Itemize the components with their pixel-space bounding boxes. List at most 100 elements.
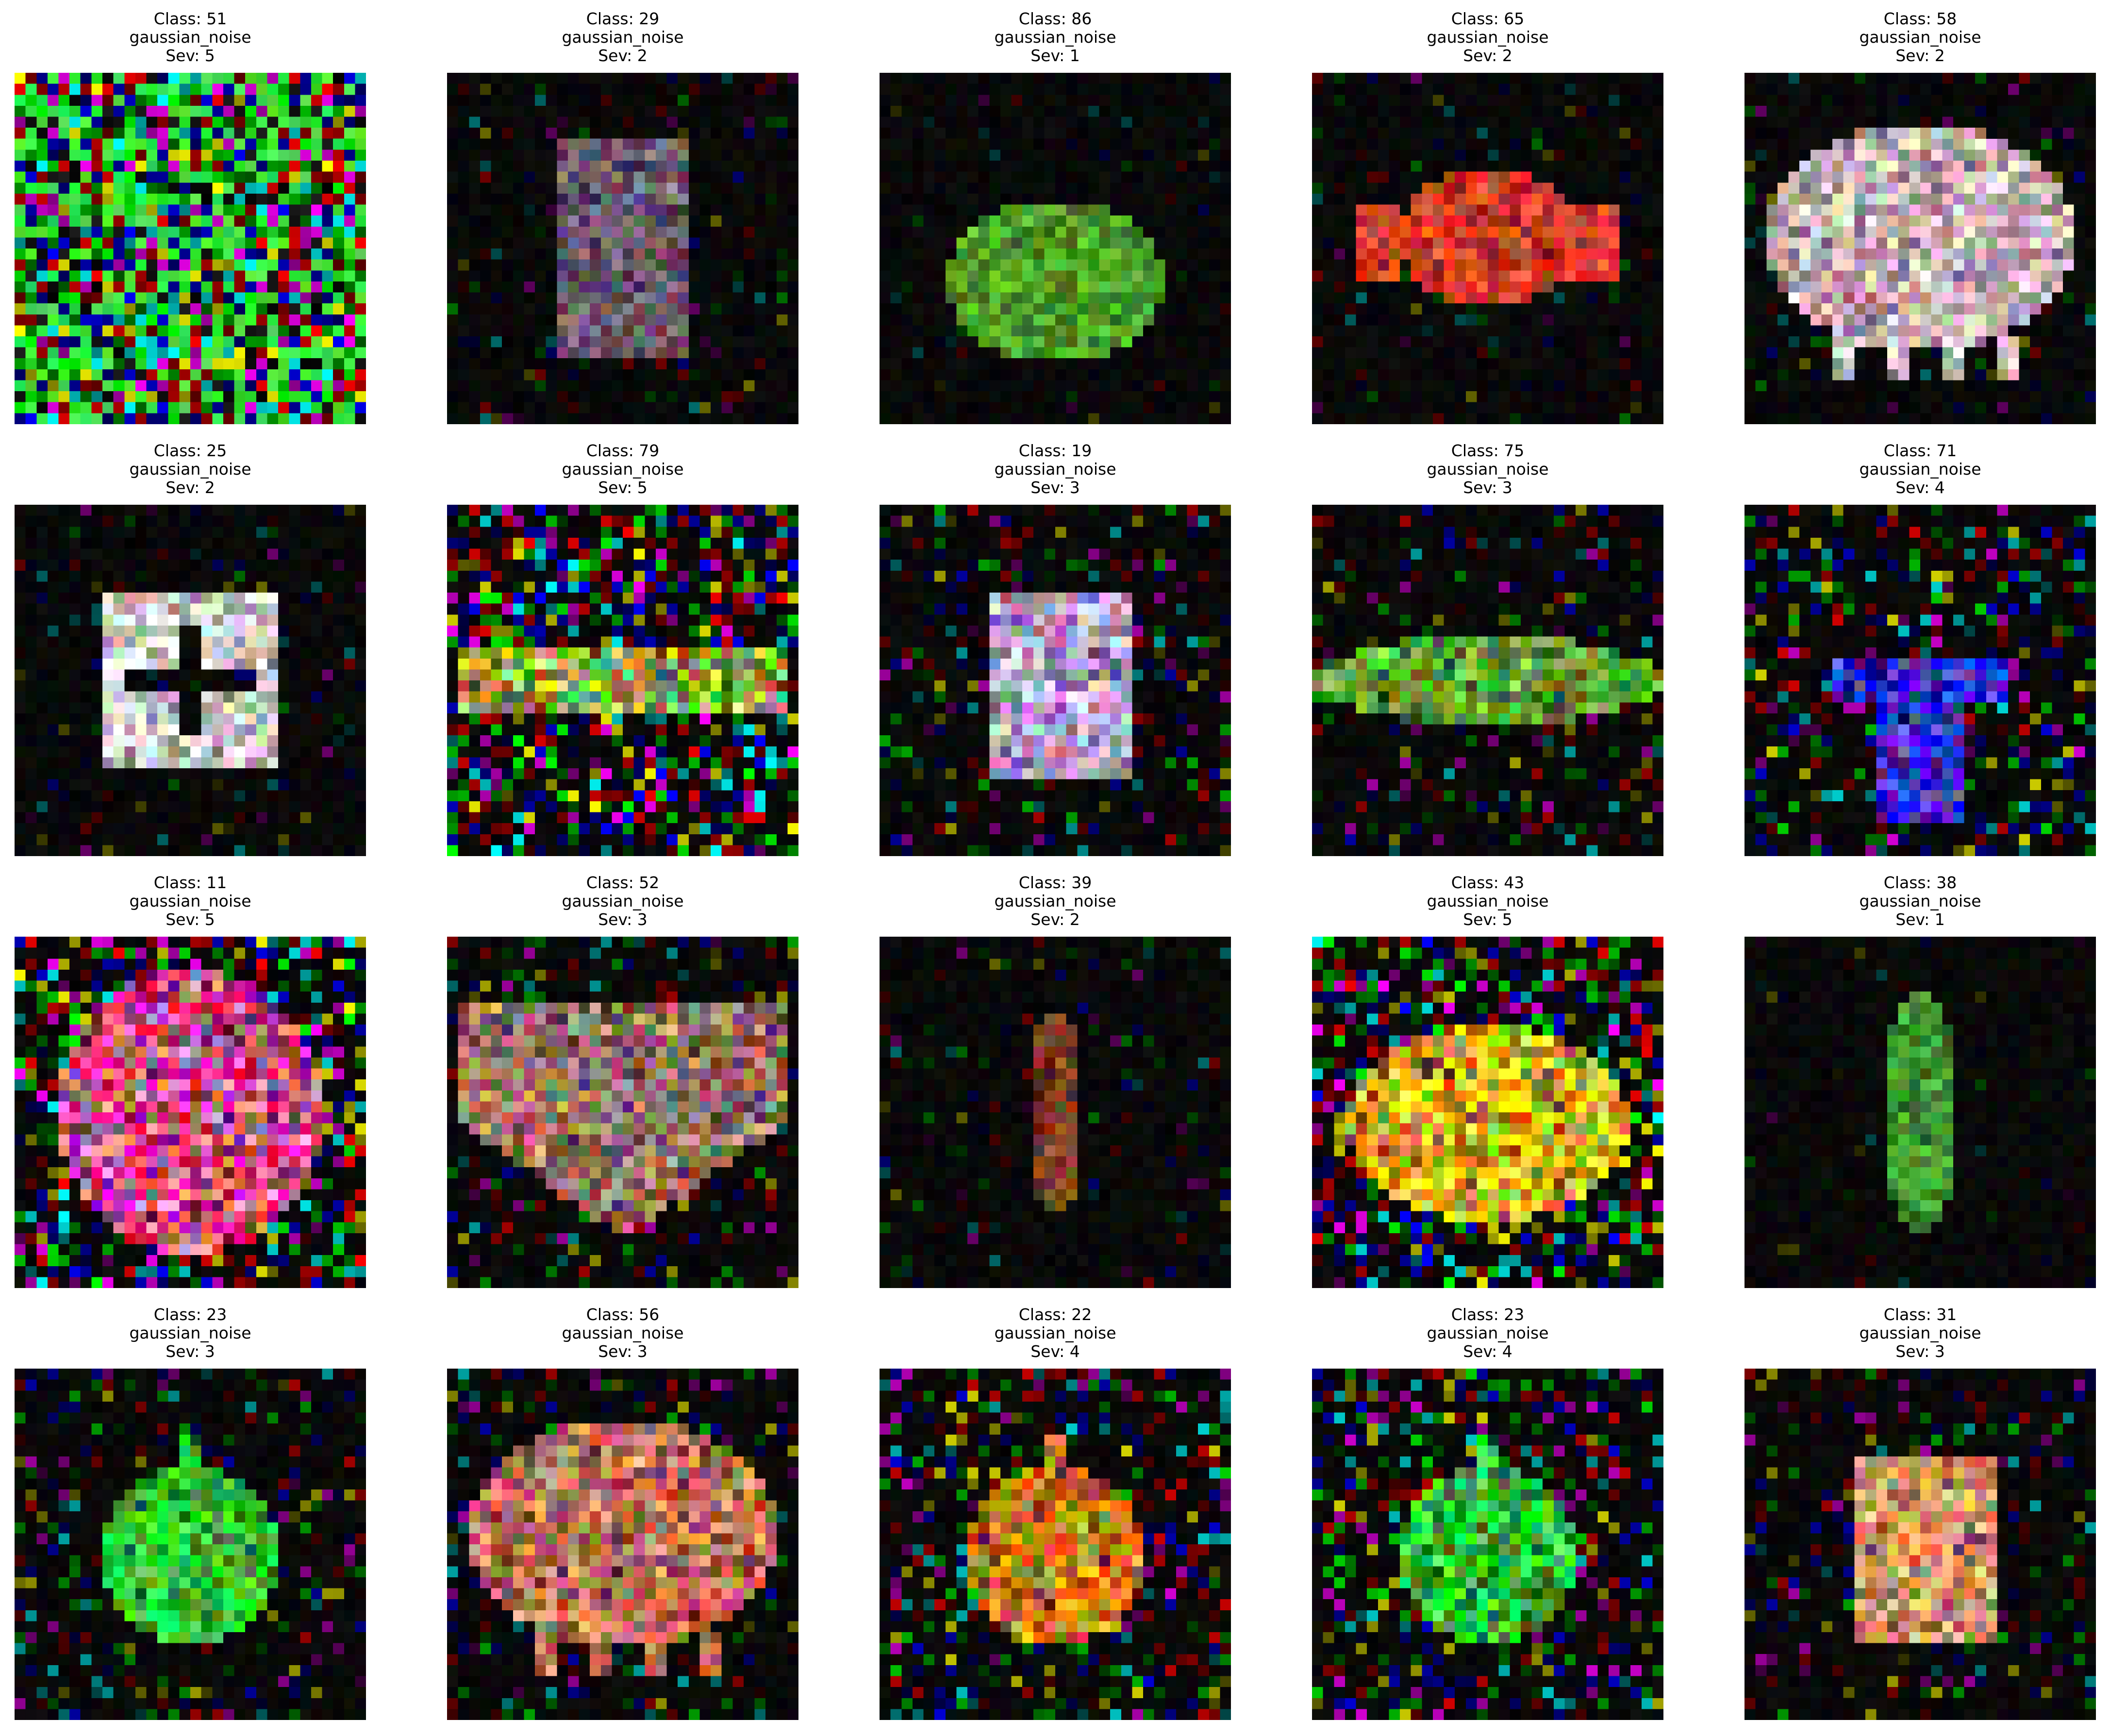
panel-caption: Class: 25 gaussian_noise Sev: 2 [15,442,366,497]
severity-label: Sev: 4 [1030,1342,1080,1361]
noisy-image-tile [1744,73,2096,424]
panel-caption: Class: 11 gaussian_noise Sev: 5 [15,874,366,929]
class-label: Class: 29 [586,9,660,28]
noisy-image-tile [15,1369,366,1720]
noisy-image-tile [15,505,366,856]
severity-label: Sev: 3 [1895,1342,1945,1361]
severity-label: Sev: 3 [1030,478,1080,497]
noisy-image-tile [447,505,798,856]
panel-caption: Class: 79 gaussian_noise Sev: 5 [447,442,798,497]
noisy-image-tile [1744,1369,2096,1720]
noisy-image-tile [1312,1369,1663,1720]
corruption-label: gaussian_noise [129,1323,251,1342]
class-label: Class: 25 [153,441,227,460]
corruption-label: gaussian_noise [994,28,1116,47]
noisy-image-tile [15,73,366,424]
noisy-image-tile [880,505,1231,856]
class-label: Class: 31 [1883,1305,1957,1324]
panel-caption: Class: 39 gaussian_noise Sev: 2 [880,874,1231,929]
panel-caption: Class: 56 gaussian_noise Sev: 3 [447,1306,798,1361]
corruption-label: gaussian_noise [562,28,684,47]
panel-caption: Class: 58 gaussian_noise Sev: 2 [1744,10,2096,65]
panel-caption: Class: 51 gaussian_noise Sev: 5 [15,10,366,65]
severity-label: Sev: 1 [1895,910,1945,929]
severity-label: Sev: 5 [1463,910,1512,929]
corruption-label: gaussian_noise [1859,892,1981,910]
corruption-label: gaussian_noise [129,460,251,479]
class-label: Class: 39 [1018,873,1092,892]
class-label: Class: 38 [1883,873,1957,892]
class-label: Class: 56 [586,1305,660,1324]
corruption-label: gaussian_noise [1427,460,1549,479]
class-label: Class: 58 [1883,9,1957,28]
class-label: Class: 11 [153,873,227,892]
severity-label: Sev: 2 [1030,910,1080,929]
panel-caption: Class: 31 gaussian_noise Sev: 3 [1744,1306,2096,1361]
noisy-image-tile [880,937,1231,1288]
severity-label: Sev: 5 [166,46,215,65]
corruption-label: gaussian_noise [994,1323,1116,1342]
severity-label: Sev: 5 [598,478,648,497]
severity-label: Sev: 3 [598,1342,648,1361]
panel-caption: Class: 19 gaussian_noise Sev: 3 [880,442,1231,497]
noisy-image-tile [1744,505,2096,856]
noisy-image-tile [447,937,798,1288]
severity-label: Sev: 2 [1463,46,1512,65]
corruption-label: gaussian_noise [562,1323,684,1342]
severity-label: Sev: 2 [1895,46,1945,65]
class-label: Class: 71 [1883,441,1957,460]
severity-label: Sev: 3 [1463,478,1512,497]
class-label: Class: 22 [1018,1305,1092,1324]
noisy-image-tile [1744,937,2096,1288]
class-label: Class: 19 [1018,441,1092,460]
panel-caption: Class: 29 gaussian_noise Sev: 2 [447,10,798,65]
severity-label: Sev: 3 [166,1342,215,1361]
corruption-label: gaussian_noise [1427,892,1549,910]
noisy-image-tile [1312,937,1663,1288]
severity-label: Sev: 4 [1895,478,1945,497]
corruption-label: gaussian_noise [994,892,1116,910]
panel-caption: Class: 52 gaussian_noise Sev: 3 [447,874,798,929]
class-label: Class: 23 [153,1305,227,1324]
class-label: Class: 52 [586,873,660,892]
corruption-label: gaussian_noise [1859,28,1981,47]
panel-caption: Class: 75 gaussian_noise Sev: 3 [1312,442,1663,497]
noisy-image-tile [880,73,1231,424]
corruption-label: gaussian_noise [1859,460,1981,479]
panel-caption: Class: 38 gaussian_noise Sev: 1 [1744,874,2096,929]
class-label: Class: 86 [1018,9,1092,28]
panel-caption: Class: 65 gaussian_noise Sev: 2 [1312,10,1663,65]
class-label: Class: 43 [1451,873,1525,892]
class-label: Class: 51 [153,9,227,28]
panel-caption: Class: 71 gaussian_noise Sev: 4 [1744,442,2096,497]
corruption-label: gaussian_noise [1427,1323,1549,1342]
noisy-image-tile [880,1369,1231,1720]
severity-label: Sev: 5 [166,910,215,929]
class-label: Class: 75 [1451,441,1525,460]
corruption-label: gaussian_noise [129,28,251,47]
noisy-image-tile [447,73,798,424]
corruption-label: gaussian_noise [994,460,1116,479]
noisy-image-tile [1312,505,1663,856]
noisy-image-tile [15,937,366,1288]
severity-label: Sev: 3 [598,910,648,929]
noisy-image-tile [1312,73,1663,424]
corruption-label: gaussian_noise [562,892,684,910]
class-label: Class: 23 [1451,1305,1525,1324]
severity-label: Sev: 2 [166,478,215,497]
class-label: Class: 79 [586,441,660,460]
panel-caption: Class: 23 gaussian_noise Sev: 4 [1312,1306,1663,1361]
severity-label: Sev: 4 [1463,1342,1512,1361]
panel-caption: Class: 86 gaussian_noise Sev: 1 [880,10,1231,65]
corruption-label: gaussian_noise [1859,1323,1981,1342]
noisy-image-tile [447,1369,798,1720]
corruption-label: gaussian_noise [562,460,684,479]
panel-caption: Class: 43 gaussian_noise Sev: 5 [1312,874,1663,929]
panel-caption: Class: 23 gaussian_noise Sev: 3 [15,1306,366,1361]
severity-label: Sev: 1 [1030,46,1080,65]
class-label: Class: 65 [1451,9,1525,28]
corruption-label: gaussian_noise [1427,28,1549,47]
severity-label: Sev: 2 [598,46,648,65]
panel-caption: Class: 22 gaussian_noise Sev: 4 [880,1306,1231,1361]
